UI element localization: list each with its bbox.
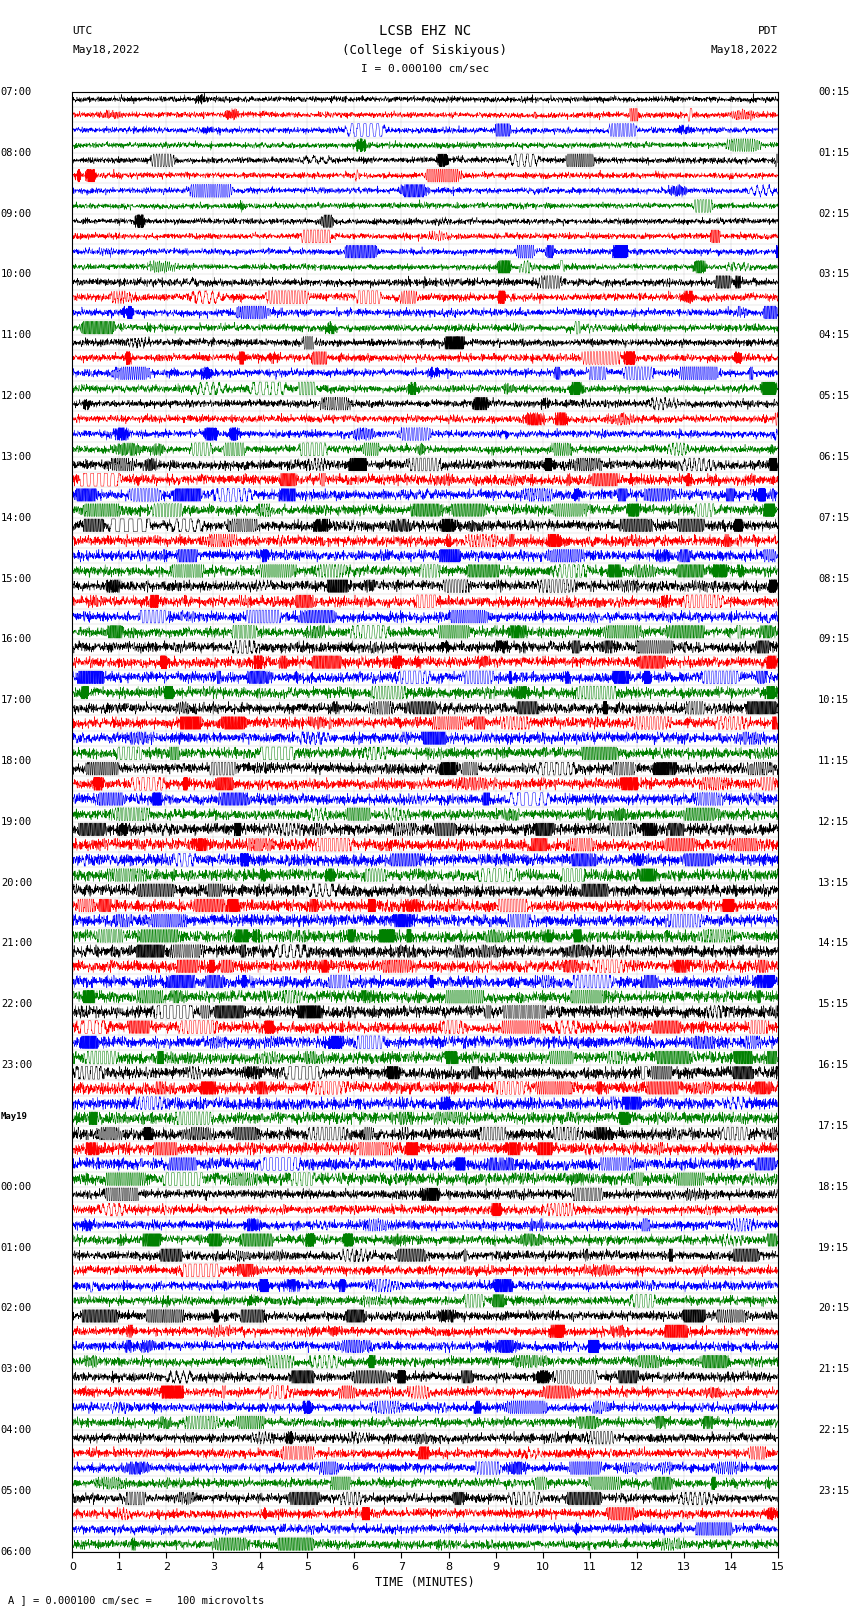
Text: 21:15: 21:15 xyxy=(818,1365,849,1374)
Text: 09:15: 09:15 xyxy=(818,634,849,644)
Text: I = 0.000100 cm/sec: I = 0.000100 cm/sec xyxy=(361,65,489,74)
Text: 23:15: 23:15 xyxy=(818,1486,849,1495)
Text: 16:15: 16:15 xyxy=(818,1060,849,1069)
Text: 02:00: 02:00 xyxy=(1,1303,32,1313)
Text: 18:15: 18:15 xyxy=(818,1182,849,1192)
X-axis label: TIME (MINUTES): TIME (MINUTES) xyxy=(375,1576,475,1589)
Text: 19:00: 19:00 xyxy=(1,816,32,827)
Text: 13:15: 13:15 xyxy=(818,877,849,887)
Text: 04:00: 04:00 xyxy=(1,1424,32,1436)
Text: 08:00: 08:00 xyxy=(1,148,32,158)
Text: 08:15: 08:15 xyxy=(818,574,849,584)
Text: 06:00: 06:00 xyxy=(1,1547,32,1557)
Text: May19: May19 xyxy=(1,1111,28,1121)
Text: 14:00: 14:00 xyxy=(1,513,32,523)
Text: 22:15: 22:15 xyxy=(818,1424,849,1436)
Text: 10:15: 10:15 xyxy=(818,695,849,705)
Text: 01:00: 01:00 xyxy=(1,1242,32,1253)
Text: 01:15: 01:15 xyxy=(818,148,849,158)
Text: 05:00: 05:00 xyxy=(1,1486,32,1495)
Text: 10:00: 10:00 xyxy=(1,269,32,279)
Text: 22:00: 22:00 xyxy=(1,1000,32,1010)
Text: 13:00: 13:00 xyxy=(1,452,32,461)
Text: 19:15: 19:15 xyxy=(818,1242,849,1253)
Text: 12:15: 12:15 xyxy=(818,816,849,827)
Text: 21:00: 21:00 xyxy=(1,939,32,948)
Text: PDT: PDT xyxy=(757,26,778,35)
Text: 20:15: 20:15 xyxy=(818,1303,849,1313)
Text: 04:15: 04:15 xyxy=(818,331,849,340)
Text: 07:00: 07:00 xyxy=(1,87,32,97)
Text: May18,2022: May18,2022 xyxy=(72,45,139,55)
Text: 09:00: 09:00 xyxy=(1,208,32,219)
Text: 23:00: 23:00 xyxy=(1,1060,32,1069)
Text: 11:00: 11:00 xyxy=(1,331,32,340)
Text: 15:00: 15:00 xyxy=(1,574,32,584)
Text: (College of Siskiyous): (College of Siskiyous) xyxy=(343,44,507,56)
Text: LCSB EHZ NC: LCSB EHZ NC xyxy=(379,24,471,37)
Text: 11:15: 11:15 xyxy=(818,756,849,766)
Text: 17:15: 17:15 xyxy=(818,1121,849,1131)
Text: 03:15: 03:15 xyxy=(818,269,849,279)
Text: 07:15: 07:15 xyxy=(818,513,849,523)
Text: 20:00: 20:00 xyxy=(1,877,32,887)
Text: 12:00: 12:00 xyxy=(1,390,32,402)
Text: A ] = 0.000100 cm/sec =    100 microvolts: A ] = 0.000100 cm/sec = 100 microvolts xyxy=(8,1595,264,1605)
Text: 06:15: 06:15 xyxy=(818,452,849,461)
Text: 18:00: 18:00 xyxy=(1,756,32,766)
Text: 16:00: 16:00 xyxy=(1,634,32,644)
Text: 00:15: 00:15 xyxy=(818,87,849,97)
Text: 15:15: 15:15 xyxy=(818,1000,849,1010)
Text: UTC: UTC xyxy=(72,26,93,35)
Text: 03:00: 03:00 xyxy=(1,1365,32,1374)
Text: 05:15: 05:15 xyxy=(818,390,849,402)
Text: 00:00: 00:00 xyxy=(1,1182,32,1192)
Text: 14:15: 14:15 xyxy=(818,939,849,948)
Text: 02:15: 02:15 xyxy=(818,208,849,219)
Text: 17:00: 17:00 xyxy=(1,695,32,705)
Text: May18,2022: May18,2022 xyxy=(711,45,778,55)
